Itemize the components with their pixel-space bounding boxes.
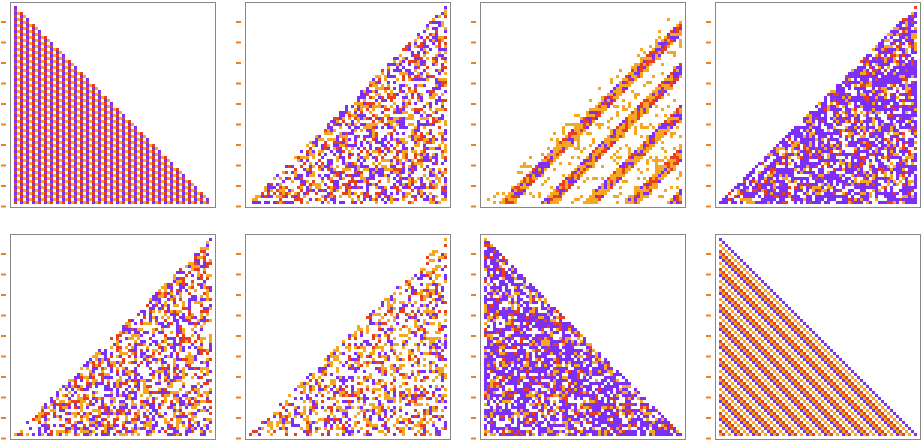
cell-layer	[719, 238, 917, 436]
cell-layer	[252, 9, 447, 204]
panel-frame	[480, 234, 686, 440]
cell-layer	[719, 244, 911, 436]
cell-layer	[14, 9, 209, 204]
cell-layer	[511, 27, 682, 204]
cell-layer	[17, 12, 206, 204]
panel-frame	[10, 2, 216, 208]
cell-layer	[484, 241, 682, 436]
cell-layer	[719, 250, 905, 436]
cell-layer	[20, 250, 212, 436]
panel-frame	[715, 234, 921, 440]
panel-frame	[245, 234, 451, 440]
cell-layer	[505, 24, 682, 204]
panel-frame	[245, 2, 451, 208]
cell-layer	[252, 6, 447, 204]
cell-layer	[17, 238, 212, 436]
cell-layer	[14, 241, 212, 436]
panel-frame	[715, 2, 921, 208]
cell-layer	[249, 244, 447, 436]
cell-layer	[728, 6, 917, 204]
cell-layer	[484, 238, 679, 436]
panel-frame	[10, 234, 216, 440]
cell-layer	[484, 244, 673, 436]
cell-layer	[487, 18, 682, 204]
panel-frame	[480, 2, 686, 208]
